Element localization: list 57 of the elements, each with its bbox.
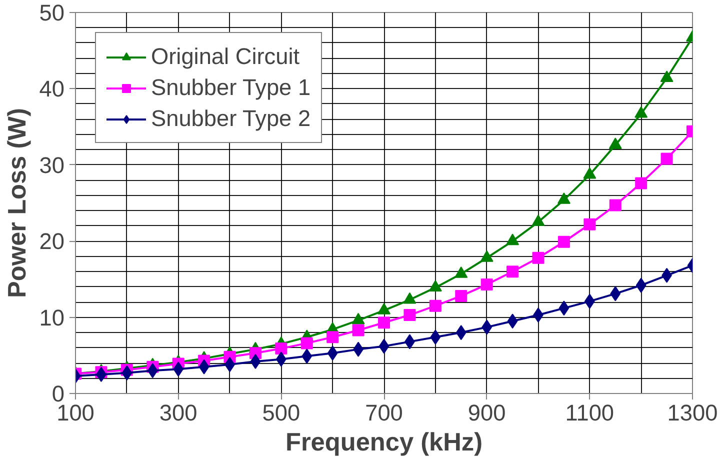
point bbox=[302, 348, 312, 364]
point bbox=[609, 199, 622, 212]
point bbox=[403, 292, 416, 304]
legend-label: Snubber Type 2 bbox=[151, 105, 311, 132]
point bbox=[660, 70, 674, 82]
point bbox=[532, 252, 544, 264]
y-tick-label: 10 bbox=[39, 304, 64, 330]
point bbox=[660, 152, 673, 165]
x-tick-label: 1300 bbox=[667, 400, 718, 426]
y-tick-label: 50 bbox=[39, 0, 64, 26]
y-tick-label: 40 bbox=[39, 76, 64, 102]
x-tick-label: 500 bbox=[262, 400, 300, 426]
x-tick-label: 700 bbox=[365, 400, 403, 426]
point bbox=[430, 330, 441, 345]
point bbox=[532, 214, 545, 226]
point bbox=[428, 280, 442, 292]
point bbox=[378, 316, 390, 329]
y-tick-label: 20 bbox=[39, 228, 64, 254]
point bbox=[634, 106, 648, 118]
point bbox=[583, 167, 596, 179]
point bbox=[506, 234, 520, 246]
point bbox=[454, 266, 468, 278]
point bbox=[327, 346, 338, 361]
point bbox=[635, 177, 648, 190]
point bbox=[352, 324, 364, 336]
point bbox=[610, 286, 621, 302]
point bbox=[378, 303, 390, 314]
point bbox=[557, 192, 570, 204]
point bbox=[506, 266, 519, 278]
point bbox=[378, 338, 390, 354]
legend-label: Original Circuit bbox=[151, 43, 300, 70]
x-tick-label: 900 bbox=[468, 400, 506, 426]
point bbox=[456, 325, 466, 340]
point bbox=[122, 365, 132, 380]
point bbox=[558, 300, 570, 316]
x-axis-title: Frequency (kHz) bbox=[285, 428, 483, 456]
x-tick-label: 1100 bbox=[565, 400, 614, 426]
point bbox=[636, 278, 646, 293]
point bbox=[326, 331, 339, 344]
point bbox=[507, 314, 518, 329]
point bbox=[558, 236, 570, 248]
y-tick-label: 30 bbox=[39, 152, 64, 178]
point bbox=[250, 354, 261, 369]
point bbox=[429, 300, 442, 312]
point bbox=[147, 363, 158, 378]
point bbox=[455, 290, 468, 302]
x-tick-label: 300 bbox=[159, 400, 198, 426]
point bbox=[480, 250, 494, 262]
point bbox=[480, 278, 493, 291]
y-axis-title: Power Loss (W) bbox=[3, 108, 32, 298]
point bbox=[584, 218, 596, 230]
point bbox=[404, 309, 416, 322]
point bbox=[275, 342, 288, 355]
legend-label: Snubber Type 1 bbox=[151, 74, 311, 101]
point bbox=[608, 138, 622, 150]
point bbox=[198, 359, 210, 374]
point bbox=[300, 337, 313, 350]
